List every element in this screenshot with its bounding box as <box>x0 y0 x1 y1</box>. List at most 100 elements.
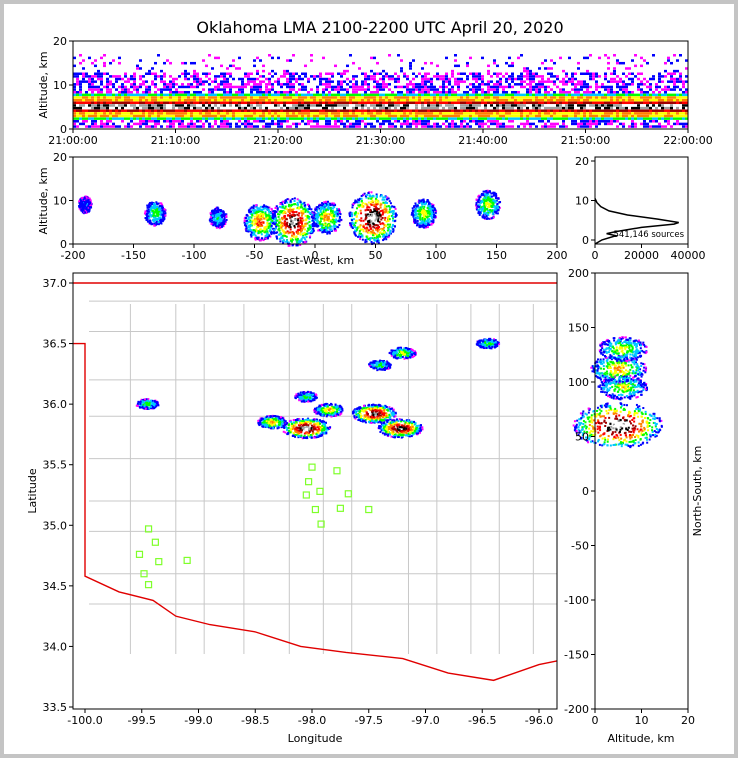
density-cell <box>133 88 136 91</box>
density-cell <box>82 75 85 78</box>
density-cell <box>133 106 136 110</box>
density-cell <box>460 120 463 123</box>
density-cell <box>460 93 463 97</box>
density-cell <box>376 61 379 65</box>
density-cell <box>241 88 244 91</box>
density-cell <box>259 120 262 123</box>
density-cell <box>529 109 532 112</box>
density-cell <box>475 75 478 78</box>
density-cell <box>670 80 673 83</box>
density-cell <box>451 96 454 99</box>
density-cell <box>205 93 208 97</box>
density-cell <box>454 114 457 118</box>
density-cell <box>235 67 238 70</box>
density-cell <box>286 90 289 94</box>
density-cell <box>214 117 217 120</box>
density-cell <box>523 96 526 99</box>
density-cell <box>619 77 622 81</box>
density-cell <box>300 203 303 206</box>
density-cell <box>472 83 475 86</box>
density-cell <box>325 83 328 86</box>
x-tick-label: 21:10:00 <box>151 134 200 147</box>
density-cell <box>382 122 385 126</box>
density-cell <box>220 101 223 105</box>
density-cell <box>586 98 589 102</box>
density-cell <box>622 109 625 112</box>
density-cell <box>304 228 307 231</box>
density-cell <box>472 75 475 78</box>
density-cell <box>253 96 256 99</box>
density-cell <box>508 64 511 68</box>
density-cell <box>262 120 265 123</box>
density-cell <box>157 223 160 226</box>
density-cell <box>271 219 274 222</box>
density-cell <box>172 90 175 94</box>
density-cell <box>574 101 577 105</box>
density-cell <box>457 64 460 68</box>
density-cell <box>571 83 574 86</box>
density-cell <box>349 54 352 57</box>
density-cell <box>415 83 418 86</box>
density-cell <box>526 117 529 120</box>
density-cell <box>556 106 559 110</box>
density-cell <box>199 90 202 94</box>
density-cell <box>538 120 541 123</box>
density-cell <box>241 85 244 89</box>
density-cell <box>415 104 418 107</box>
density-cell <box>634 122 637 126</box>
density-cell <box>352 75 355 78</box>
density-cell <box>664 120 667 123</box>
density-cell <box>652 96 655 99</box>
density-cell <box>139 120 142 123</box>
density-cell <box>250 206 253 209</box>
density-cell <box>619 93 622 97</box>
density-cell <box>481 122 484 126</box>
density-cell <box>487 106 490 110</box>
density-cell <box>214 219 217 222</box>
density-cell <box>535 72 538 75</box>
density-cell <box>100 88 103 91</box>
density-cell <box>379 117 382 120</box>
density-cell <box>160 114 163 118</box>
density-cell <box>103 114 106 118</box>
density-cell <box>442 96 445 99</box>
density-cell <box>631 106 634 110</box>
density-cell <box>430 93 433 97</box>
density-cell <box>325 104 328 107</box>
density-cell <box>643 96 646 99</box>
density-cell <box>505 125 508 128</box>
density-cell <box>586 72 589 75</box>
density-cell <box>121 90 124 94</box>
density-cell <box>592 75 595 78</box>
density-cell <box>124 125 127 128</box>
density-cell <box>283 101 286 105</box>
density-cell <box>496 64 499 68</box>
density-cell <box>451 88 454 91</box>
density-cell <box>526 88 529 91</box>
density-cell <box>373 77 376 81</box>
density-cell <box>115 77 118 81</box>
density-cell <box>223 75 226 78</box>
density-cell <box>280 117 283 120</box>
density-cell <box>427 93 430 97</box>
density-cell <box>514 104 517 107</box>
density-cell <box>100 117 103 120</box>
density-cell <box>286 201 289 204</box>
density-cell <box>280 75 283 78</box>
density-cell <box>679 72 682 75</box>
density-cell <box>460 114 463 118</box>
density-cell <box>152 213 155 216</box>
density-cell <box>448 114 451 118</box>
density-cell <box>87 199 90 202</box>
density-cell <box>97 112 100 115</box>
density-cell <box>352 122 355 126</box>
density-cell <box>249 228 252 231</box>
density-cell <box>232 98 235 102</box>
x-tick-label: 22:00:00 <box>663 134 712 147</box>
density-cell <box>136 106 139 110</box>
density-cell <box>490 75 493 78</box>
density-cell <box>109 120 112 123</box>
density-cell <box>619 112 622 115</box>
density-cell <box>214 98 217 102</box>
density-cell <box>487 109 490 112</box>
